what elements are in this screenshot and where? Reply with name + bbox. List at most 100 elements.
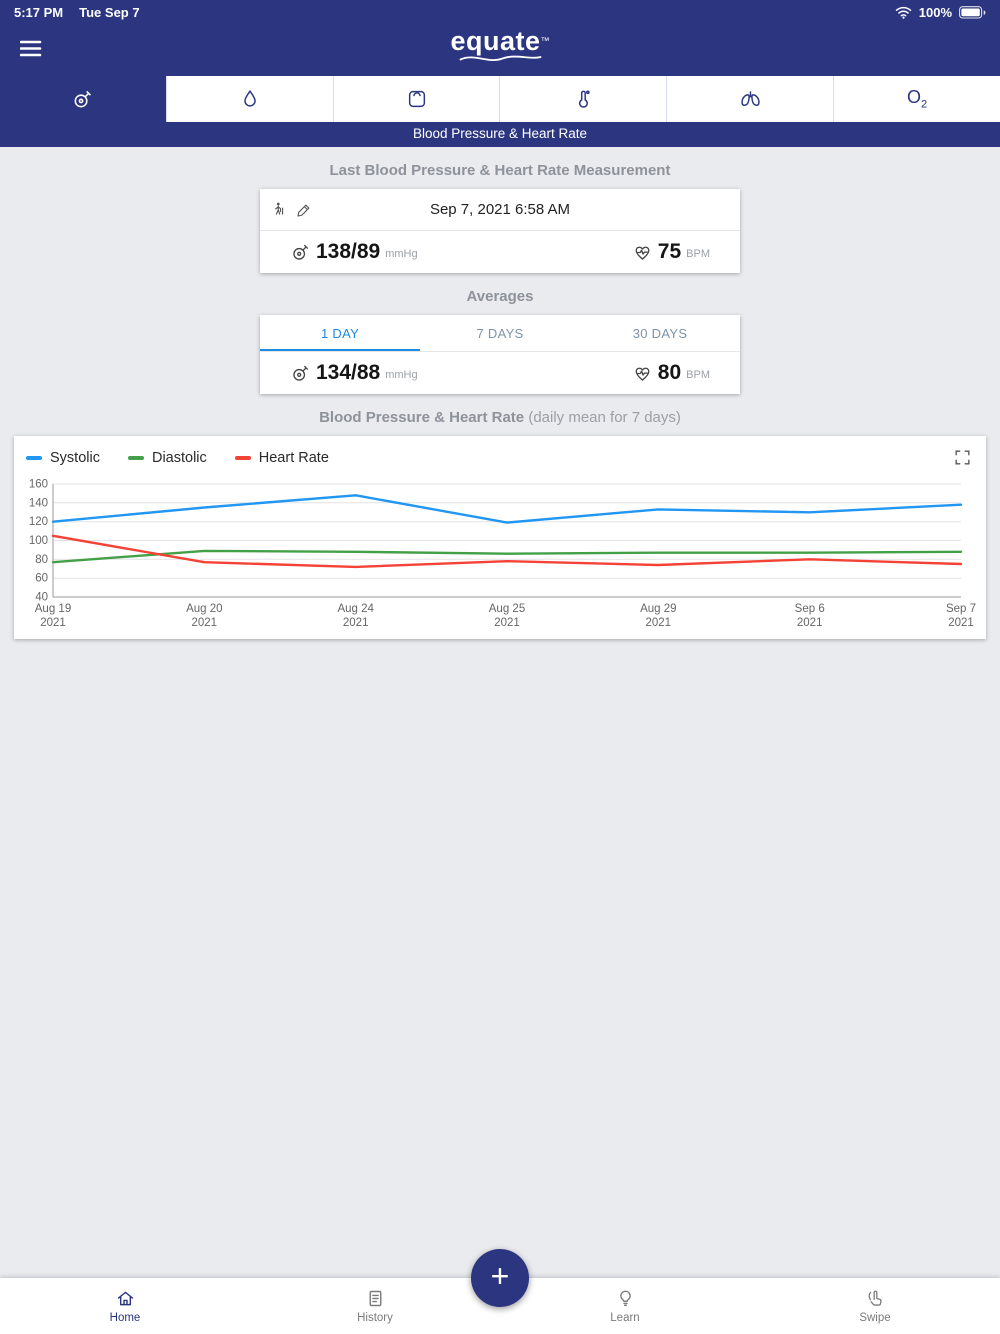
nav-swipe[interactable]: Swipe (750, 1278, 1000, 1334)
tab-glucose[interactable] (165, 76, 333, 122)
scale-icon (406, 88, 428, 110)
hr-reading: 75 (657, 240, 682, 263)
tab-7-days[interactable]: 7 DAYS (476, 325, 524, 341)
blood-pressure-chart: 40 60 80 100 120 140 160 Aug 19 2021 Aug 20 2021 Au… (29, 479, 976, 630)
x-tick-label: Sep 6 (795, 603, 825, 615)
x-tick-year: 2021 (646, 617, 672, 629)
bp-gauge-icon (290, 242, 311, 263)
status-bar: 5:17 PM Tue Sep 7 100% (0, 0, 1000, 24)
last-measurement-heading: Last Blood Pressure & Heart Rate Measure… (329, 162, 671, 179)
bp-reading: 138/89 (316, 240, 381, 263)
learn-icon (615, 1288, 636, 1309)
equate-logo: equate™ (450, 26, 550, 63)
legend-swatch (234, 455, 251, 460)
status-date: Tue Sep 7 (79, 4, 140, 20)
walking-person-icon (270, 201, 288, 219)
bp-gauge-icon (290, 363, 311, 384)
x-tick-label: Aug 20 (186, 603, 222, 615)
x-tick-year: 2021 (192, 617, 218, 629)
y-tick-label: 120 (29, 516, 48, 528)
legend-item-diastolic[interactable]: Diastolic (127, 449, 207, 466)
avg-heart-rate-value: 80 BPM (632, 361, 710, 385)
hr-unit: BPM (686, 248, 710, 260)
legend-item-heart-rate[interactable]: Heart Rate (234, 450, 329, 466)
chart-legend: Systolic Diastolic Heart Rate (26, 450, 329, 466)
legend-swatch (127, 455, 144, 460)
y-tick-label: 100 (29, 535, 48, 547)
app-header: equate™ (0, 24, 1000, 76)
edit-measurement-button[interactable] (295, 201, 313, 219)
heart-rate-value: 75 BPM (632, 240, 710, 264)
bp-unit: mmHg (385, 248, 418, 260)
legend-label: Systolic (50, 449, 100, 466)
lungs-icon (739, 88, 762, 111)
tab-weight[interactable] (332, 76, 500, 122)
plus-icon: + (490, 1258, 510, 1294)
series-diastolic (51, 549, 963, 564)
battery-percent: 100% (918, 4, 952, 20)
x-tick-year: 2021 (343, 617, 369, 629)
home-icon (115, 1288, 136, 1309)
section-title-bar: Blood Pressure & Heart Rate (0, 122, 1000, 147)
tab-oxygen[interactable]: O2 (833, 76, 1000, 122)
status-right: 100% (895, 5, 986, 20)
y-tick-label: 140 (29, 497, 48, 509)
x-tick-year: 2021 (797, 617, 823, 629)
chart-subtitle: (daily mean for 7 days) (528, 409, 681, 426)
nav-learn[interactable]: Learn (500, 1278, 750, 1334)
tab-respiratory[interactable] (666, 76, 833, 122)
battery-icon (959, 5, 986, 19)
x-tick-label: Aug 25 (489, 603, 525, 615)
averages-heading: Averages (466, 288, 534, 305)
history-icon (365, 1288, 386, 1309)
x-tick-year: 2021 (948, 617, 974, 629)
x-tick-year: 2021 (40, 617, 66, 629)
nav-home-label: Home (109, 1312, 141, 1324)
averages-card: 1 DAY 7 DAYS 30 DAYS 134/88 mmHg (260, 315, 740, 394)
chart-card: Systolic Diastolic Heart Rate 40 60 80 100 120… (14, 436, 986, 639)
wifi-icon (895, 6, 912, 19)
chart-title: Blood Pressure & Heart Rate (319, 409, 525, 426)
swipe-icon (865, 1288, 886, 1309)
measurement-datetime: Sep 7, 2021 6:58 AM (429, 201, 571, 218)
status-left: 5:17 PM Tue Sep 7 (14, 5, 140, 20)
series-heart-rate (51, 534, 963, 569)
legend-item-systolic[interactable]: Systolic (26, 450, 100, 466)
x-tick-label: Sep 7 (946, 603, 976, 615)
tab-30-days[interactable]: 30 DAYS (632, 325, 688, 341)
series-systolic (51, 494, 963, 524)
heart-pulse-icon (632, 242, 653, 263)
nav-home[interactable]: Home (0, 1278, 250, 1334)
blood-pressure-value: 138/89 mmHg (290, 240, 418, 264)
nav-learn-label: Learn (610, 1312, 640, 1324)
avg-bp-reading: 134/88 (316, 361, 381, 384)
nav-history-label: History (357, 1312, 393, 1324)
avg-hr-unit: BPM (686, 369, 710, 381)
last-measurement-card: Sep 7, 2021 6:58 AM 138/89 mmHg (260, 189, 740, 273)
menu-button[interactable] (16, 36, 46, 61)
legend-label: Diastolic (151, 449, 207, 466)
y-tick-label: 80 (35, 554, 48, 566)
last-measurement-header-row: Sep 7, 2021 6:58 AM (260, 189, 740, 231)
fullscreen-button[interactable] (951, 446, 974, 469)
tab-blood-pressure[interactable] (0, 76, 166, 122)
avg-bp-unit: mmHg (385, 369, 418, 381)
y-tick-label: 160 (29, 479, 48, 491)
measurement-tab-bar: O2 (0, 76, 1000, 122)
logo-text: equate (450, 26, 541, 56)
x-tick-year: 2021 (494, 617, 520, 629)
measurement-context-icons (270, 201, 313, 219)
last-measurement-values: 138/89 mmHg 75 BPM (260, 231, 740, 273)
averages-values: 134/88 mmHg 80 BPM (260, 352, 740, 394)
chart-heading: Blood Pressure & Heart Rate (daily mean … (0, 409, 1000, 426)
nav-swipe-label: Swipe (859, 1312, 891, 1324)
avg-blood-pressure-value: 134/88 mmHg (290, 361, 418, 385)
nav-history[interactable]: History (250, 1278, 500, 1334)
logo-wave-icon (459, 55, 541, 61)
add-measurement-button[interactable]: + (471, 1249, 529, 1307)
tab-1-day[interactable]: 1 DAY (260, 315, 420, 351)
averages-range-tabs: 1 DAY 7 DAYS 30 DAYS (260, 315, 740, 352)
tab-temperature[interactable] (499, 76, 666, 122)
o2-icon: O2 (906, 87, 928, 111)
